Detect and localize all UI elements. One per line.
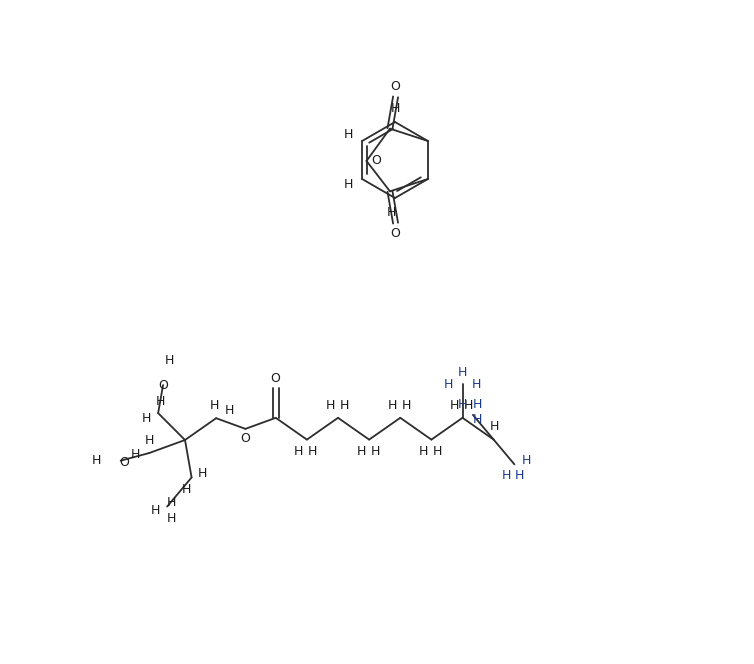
Text: H: H [458, 398, 467, 412]
Text: O: O [241, 432, 250, 446]
Text: H: H [343, 179, 353, 191]
Text: H: H [444, 378, 453, 391]
Text: H: H [474, 398, 483, 412]
Text: H: H [155, 394, 165, 408]
Text: H: H [370, 445, 380, 458]
Text: H: H [386, 205, 396, 218]
Text: H: H [391, 102, 400, 116]
Text: O: O [158, 378, 168, 392]
Text: O: O [391, 80, 400, 94]
Text: H: H [522, 454, 531, 467]
Text: H: H [167, 512, 176, 525]
Text: H: H [450, 399, 459, 412]
Text: H: H [164, 354, 174, 367]
Text: H: H [151, 504, 160, 517]
Text: H: H [474, 414, 483, 426]
Text: O: O [391, 226, 400, 240]
Text: H: H [130, 448, 140, 461]
Text: H: H [339, 399, 348, 412]
Text: H: H [402, 399, 411, 412]
Text: H: H [325, 399, 335, 412]
Text: H: H [433, 445, 442, 458]
Text: O: O [372, 155, 382, 167]
Text: H: H [210, 398, 219, 412]
Text: H: H [145, 434, 154, 448]
Text: H: H [458, 366, 467, 379]
Text: O: O [270, 372, 280, 384]
Text: H: H [418, 445, 428, 458]
Text: H: H [92, 454, 101, 467]
Text: H: H [308, 445, 317, 458]
Text: H: H [225, 404, 234, 417]
Text: H: H [182, 483, 192, 496]
Text: H: H [357, 445, 366, 458]
Text: H: H [198, 467, 207, 480]
Text: H: H [515, 469, 524, 482]
Text: H: H [167, 496, 176, 509]
Text: H: H [388, 399, 397, 412]
Text: H: H [464, 399, 474, 412]
Text: H: H [472, 378, 481, 391]
Text: H: H [142, 412, 151, 425]
Text: H: H [490, 420, 499, 433]
Text: H: H [343, 129, 353, 141]
Text: O: O [120, 456, 130, 469]
Text: H: H [294, 445, 304, 458]
Text: H: H [501, 469, 511, 482]
